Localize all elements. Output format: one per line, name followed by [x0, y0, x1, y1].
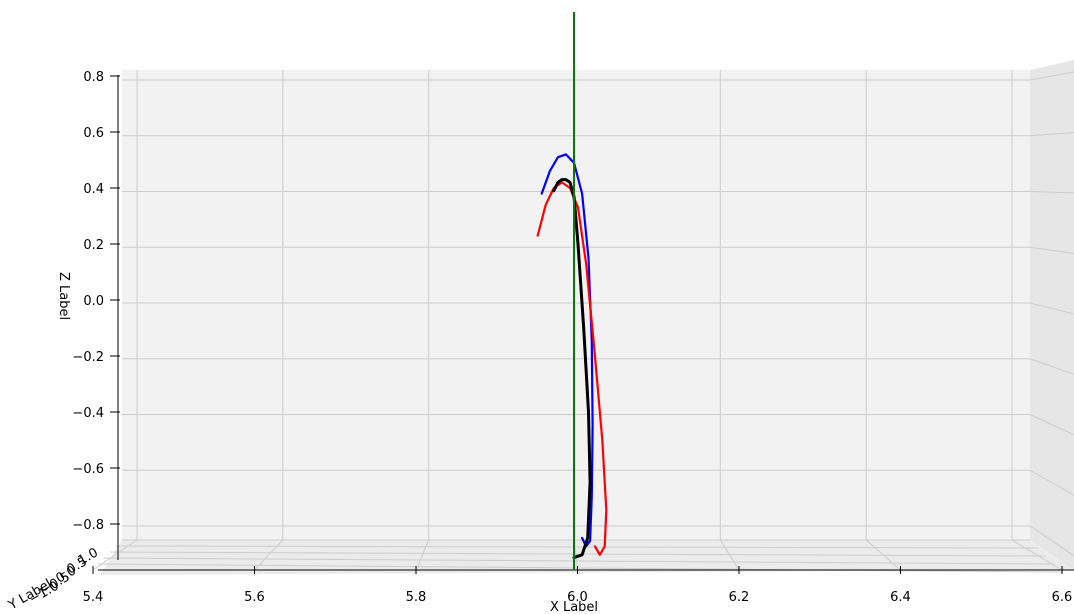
- x-tick-label: 5.8: [406, 590, 427, 605]
- x-floor-gridline: [415, 539, 430, 571]
- x-axis-label: X Label: [550, 600, 598, 614]
- z-axis-label: Z Label: [56, 272, 71, 320]
- z-side-gridline: [1029, 414, 1074, 436]
- side-pane: [1030, 60, 1074, 570]
- x-tick-label: 5.4: [83, 590, 104, 605]
- z-side-gridline: [1029, 191, 1074, 194]
- z-side-gridline: [1029, 302, 1074, 315]
- series-line: [540, 153, 594, 548]
- z-side-gridline: [1029, 358, 1074, 375]
- z-tick-label: 0.0: [83, 294, 104, 309]
- z-side-gridline: [1029, 469, 1074, 496]
- z-tick-label: −0.6: [72, 462, 104, 477]
- x-floor-gridline: [1011, 539, 1063, 571]
- z-side-gridline: [1029, 246, 1074, 254]
- series-lines: [536, 153, 608, 560]
- x-axis-ticks: 5.4 5.6 5.8 6.0 6.2 6.4 6.6: [83, 566, 1073, 605]
- y-floor-gridline: [109, 551, 1047, 557]
- z-tick-label: −0.2: [72, 350, 104, 365]
- x-tick-label: 6.4: [890, 590, 911, 605]
- x-tick-label: 6.6: [1052, 590, 1073, 605]
- x-tick-label: 6.0: [567, 590, 588, 605]
- z-side-gridline: [1029, 71, 1074, 81]
- z-tick-label: 0.8: [83, 70, 104, 85]
- z-side-gridline: [1029, 525, 1074, 557]
- y-floor-gridline: [103, 557, 1055, 565]
- x-tick-label: 6.2: [729, 590, 750, 605]
- z-tick-label: −0.8: [72, 518, 104, 533]
- axes-panes: [100, 60, 1074, 575]
- y-floor-gridline: [97, 563, 1063, 573]
- axes-frame: [98, 75, 1074, 571]
- z-tick-label: 0.2: [83, 238, 104, 253]
- series-line: [552, 178, 592, 560]
- x-floor-gridline: [92, 539, 138, 571]
- z-tick-label: 0.4: [83, 182, 104, 197]
- z-side-gridline: [1029, 131, 1074, 137]
- y-floor-gridline: [115, 545, 1039, 549]
- z-tick-label: −0.4: [72, 406, 104, 421]
- x-tick-label: 5.6: [244, 590, 265, 605]
- z-tick-label: 0.6: [83, 126, 104, 141]
- z-axis-ticks: 0.8 0.6 0.4 0.2 0.0 −0.2 −0.4 −0.6 −0.8: [72, 70, 120, 533]
